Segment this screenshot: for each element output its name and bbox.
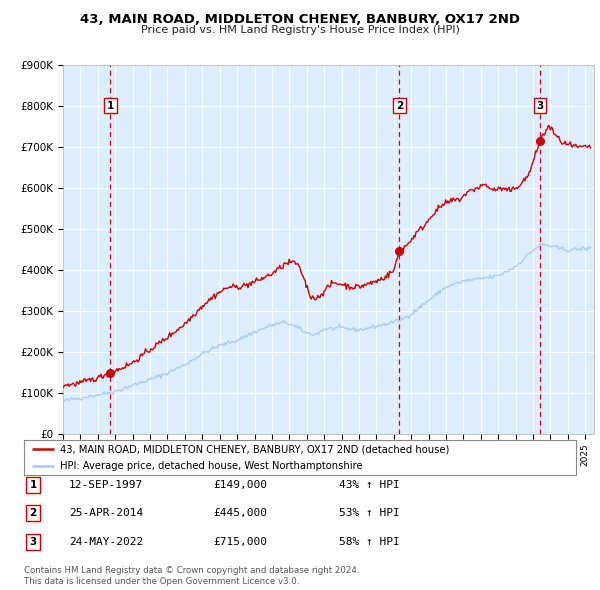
Text: 25-APR-2014: 25-APR-2014 — [69, 509, 143, 518]
Text: Contains HM Land Registry data © Crown copyright and database right 2024.: Contains HM Land Registry data © Crown c… — [24, 566, 359, 575]
Text: 2: 2 — [396, 101, 403, 111]
Text: 12-SEP-1997: 12-SEP-1997 — [69, 480, 143, 490]
Text: 3: 3 — [29, 537, 37, 546]
Text: 24-MAY-2022: 24-MAY-2022 — [69, 537, 143, 546]
Text: 43, MAIN ROAD, MIDDLETON CHENEY, BANBURY, OX17 2ND (detached house): 43, MAIN ROAD, MIDDLETON CHENEY, BANBURY… — [60, 444, 449, 454]
Text: HPI: Average price, detached house, West Northamptonshire: HPI: Average price, detached house, West… — [60, 461, 362, 471]
Text: 43, MAIN ROAD, MIDDLETON CHENEY, BANBURY, OX17 2ND: 43, MAIN ROAD, MIDDLETON CHENEY, BANBURY… — [80, 13, 520, 26]
Text: 1: 1 — [107, 101, 114, 111]
Text: This data is licensed under the Open Government Licence v3.0.: This data is licensed under the Open Gov… — [24, 577, 299, 586]
Text: 2: 2 — [29, 509, 37, 518]
Text: £149,000: £149,000 — [213, 480, 267, 490]
Text: Price paid vs. HM Land Registry's House Price Index (HPI): Price paid vs. HM Land Registry's House … — [140, 25, 460, 35]
Text: £715,000: £715,000 — [213, 537, 267, 546]
Text: 43% ↑ HPI: 43% ↑ HPI — [339, 480, 400, 490]
Text: 53% ↑ HPI: 53% ↑ HPI — [339, 509, 400, 518]
Text: 58% ↑ HPI: 58% ↑ HPI — [339, 537, 400, 546]
Text: 1: 1 — [29, 480, 37, 490]
Text: £445,000: £445,000 — [213, 509, 267, 518]
Text: 3: 3 — [536, 101, 544, 111]
